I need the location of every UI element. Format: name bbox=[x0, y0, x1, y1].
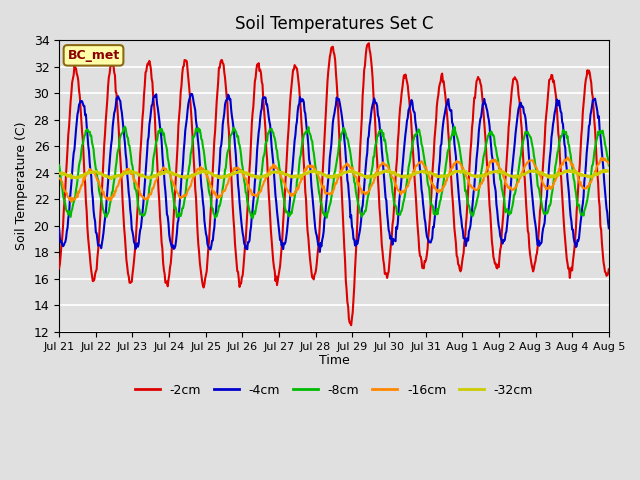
-2cm bbox=[403, 75, 410, 81]
-32cm bbox=[600, 168, 607, 173]
Line: -4cm: -4cm bbox=[59, 94, 609, 252]
-2cm bbox=[65, 123, 73, 129]
Y-axis label: Soil Temperature (C): Soil Temperature (C) bbox=[15, 122, 28, 250]
Line: -16cm: -16cm bbox=[59, 157, 609, 202]
-16cm bbox=[123, 167, 131, 173]
-32cm bbox=[123, 170, 131, 176]
-4cm bbox=[419, 192, 426, 197]
X-axis label: Time: Time bbox=[319, 354, 349, 368]
-32cm bbox=[179, 174, 186, 180]
-16cm bbox=[65, 195, 73, 201]
-2cm bbox=[605, 266, 612, 272]
-2cm bbox=[178, 83, 186, 88]
-8cm bbox=[249, 216, 257, 221]
Legend: -2cm, -4cm, -8cm, -16cm, -32cm: -2cm, -4cm, -8cm, -16cm, -32cm bbox=[130, 379, 538, 402]
-8cm bbox=[402, 189, 410, 194]
-32cm bbox=[55, 170, 63, 176]
-32cm bbox=[605, 168, 612, 174]
-4cm bbox=[122, 151, 129, 156]
-8cm bbox=[65, 208, 73, 214]
-2cm bbox=[348, 323, 355, 328]
-2cm bbox=[207, 211, 214, 217]
Title: Soil Temperatures Set C: Soil Temperatures Set C bbox=[235, 15, 433, 33]
-4cm bbox=[316, 249, 324, 255]
-16cm bbox=[402, 187, 410, 193]
-8cm bbox=[605, 163, 612, 168]
-32cm bbox=[402, 174, 410, 180]
-16cm bbox=[207, 183, 215, 189]
-32cm bbox=[65, 173, 73, 179]
-16cm bbox=[605, 161, 612, 167]
-16cm bbox=[55, 175, 63, 181]
-8cm bbox=[178, 210, 186, 216]
-4cm bbox=[178, 174, 186, 180]
-4cm bbox=[605, 225, 612, 231]
-16cm bbox=[418, 158, 426, 164]
-16cm bbox=[564, 155, 572, 160]
-8cm bbox=[418, 142, 426, 147]
-8cm bbox=[451, 124, 458, 130]
-16cm bbox=[68, 199, 76, 205]
Line: -2cm: -2cm bbox=[59, 43, 609, 325]
-16cm bbox=[179, 194, 186, 200]
-8cm bbox=[55, 162, 63, 168]
-4cm bbox=[55, 226, 63, 232]
Text: BC_met: BC_met bbox=[67, 49, 120, 62]
-32cm bbox=[207, 171, 215, 177]
-8cm bbox=[122, 125, 129, 131]
Line: -32cm: -32cm bbox=[59, 170, 609, 179]
-4cm bbox=[188, 91, 195, 97]
-4cm bbox=[403, 125, 410, 131]
-32cm bbox=[418, 169, 426, 175]
Line: -8cm: -8cm bbox=[59, 127, 609, 218]
-8cm bbox=[207, 194, 214, 200]
-2cm bbox=[55, 265, 63, 271]
-4cm bbox=[207, 243, 215, 249]
-2cm bbox=[122, 246, 129, 252]
-2cm bbox=[365, 40, 372, 46]
-32cm bbox=[106, 176, 114, 182]
-2cm bbox=[419, 265, 426, 271]
-4cm bbox=[65, 211, 73, 217]
